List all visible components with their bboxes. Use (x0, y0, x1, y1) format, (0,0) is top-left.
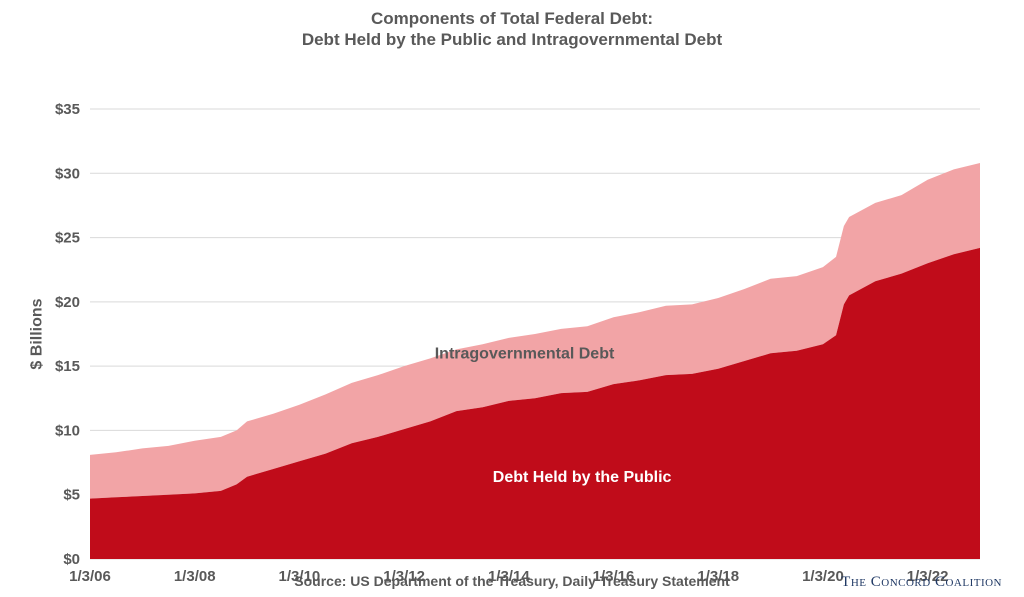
y-tick-label: $30 (55, 165, 80, 182)
label-intragov: Intragovernmental Debt (435, 345, 615, 362)
chart-title-line1: Components of Total Federal Debt: (0, 8, 1024, 29)
area-chart: $0$5$10$15$20$25$30$351/3/061/3/081/3/10… (0, 51, 1024, 597)
y-tick-label: $15 (55, 358, 80, 375)
y-tick-label: $35 (55, 101, 80, 118)
y-tick-label: $0 (63, 551, 80, 568)
y-tick-label: $25 (55, 229, 80, 246)
chart-area: $ Billions $0$5$10$15$20$25$30$351/3/061… (0, 51, 1024, 597)
y-tick-label: $20 (55, 293, 80, 310)
y-tick-label: $5 (63, 486, 80, 503)
chart-title-line2: Debt Held by the Public and Intragovernm… (0, 29, 1024, 50)
label-public: Debt Held by the Public (493, 468, 672, 485)
chart-title: Components of Total Federal Debt: Debt H… (0, 0, 1024, 51)
brand-logo: The Concord Coalition (841, 574, 1002, 591)
y-tick-label: $10 (55, 422, 80, 439)
